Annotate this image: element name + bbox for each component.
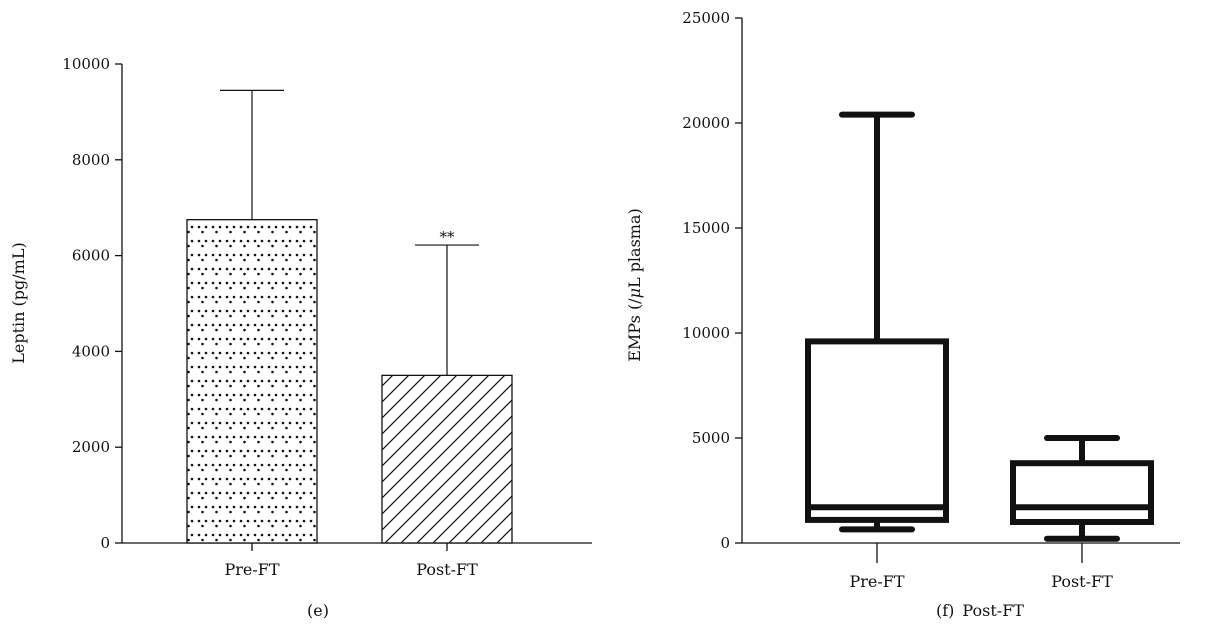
e-y-axis: 0 2000 4000 6000 8000 10000 <box>62 55 123 552</box>
e-bar <box>186 219 318 544</box>
e-x-axis: Pre-FT Post-FT <box>122 542 592 579</box>
f-y-tick-label: 5000 <box>692 429 730 447</box>
f-x-tick-label: Post-FT <box>1051 572 1113 591</box>
f-y-tick-label: 25000 <box>682 9 730 27</box>
f-x-axis: Pre-FT Post-FT <box>742 542 1180 591</box>
f-y-label-rest: L plasma) <box>625 208 644 288</box>
f-y-tick-label: 15000 <box>682 219 730 237</box>
e-y-tick-label: 8000 <box>72 151 110 169</box>
f-panel-note: Post-FT <box>962 601 1024 620</box>
e-bars: ** <box>186 89 513 544</box>
f-panel-caption: (f) Post-FT <box>936 601 1024 620</box>
f-y-axis-label: EMPs (/μL plasma) <box>625 208 644 362</box>
e-y-tick-label: 10000 <box>62 55 110 73</box>
f-y-tick-label: 10000 <box>682 324 730 342</box>
f-panel-label: (f) <box>936 601 954 620</box>
f-y-tick-label: 20000 <box>682 114 730 132</box>
e-bar <box>381 374 513 544</box>
e-y-tick-label: 6000 <box>72 247 110 265</box>
e-x-tick-label: Post-FT <box>416 560 478 579</box>
e-y-tick-label: 4000 <box>72 342 110 360</box>
f-box <box>1010 460 1154 526</box>
f-box <box>805 338 949 523</box>
f-x-tick-label: Pre-FT <box>849 572 904 591</box>
e-significance-label: ** <box>440 228 456 246</box>
f-y-label-mu: μ <box>625 288 644 298</box>
f-boxes <box>805 111 1154 542</box>
e-panel-label: (e) <box>307 601 329 620</box>
e-y-tick-label: 0 <box>100 534 110 552</box>
f-y-axis: 0 5000 10000 15000 20000 25000 <box>682 9 743 552</box>
e-x-tick-label: Pre-FT <box>224 560 279 579</box>
e-y-tick-label: 2000 <box>72 438 110 456</box>
e-y-axis-label: Leptin (pg/mL) <box>9 242 28 363</box>
f-y-label-main: EMPs (/ <box>625 298 644 362</box>
f-y-tick-label: 0 <box>720 534 730 552</box>
